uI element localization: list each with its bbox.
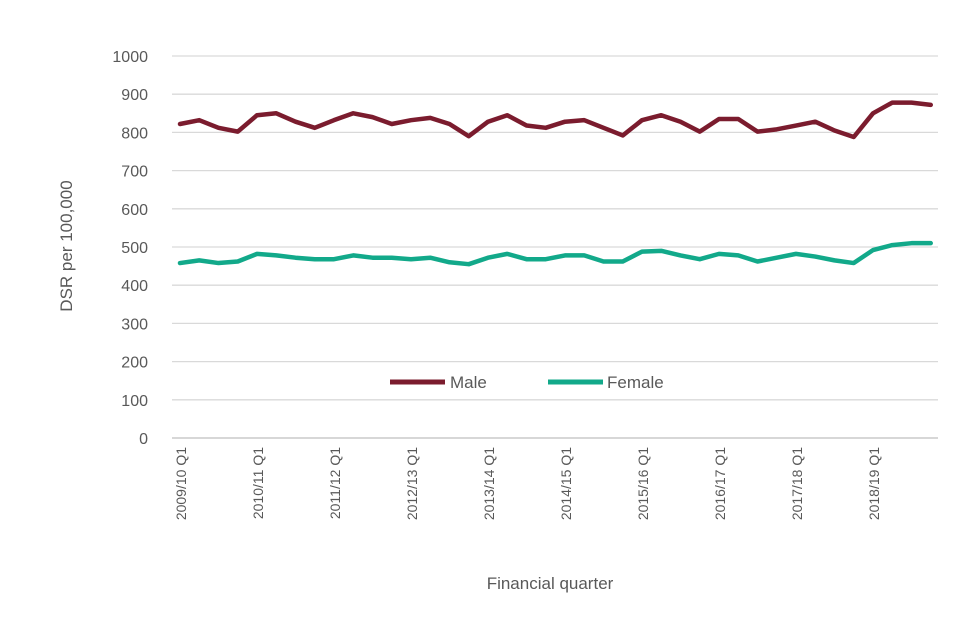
gridlines	[172, 55, 938, 439]
legend-label-female: Female	[607, 373, 664, 392]
x-tick-label: 2013/14 Q1	[481, 447, 497, 520]
x-axis-ticks: 2009/10 Q1 2010/11 Q1 2011/12 Q1 2012/13 Q1…	[173, 447, 882, 520]
series-line-female	[177, 240, 933, 267]
x-tick-label: 2012/13 Q1	[404, 447, 420, 520]
series-lines	[177, 100, 933, 267]
y-tick-label: 400	[121, 278, 148, 295]
y-tick-label: 800	[121, 125, 148, 142]
y-tick-label: 500	[121, 240, 148, 257]
y-axis-label: DSR per 100,000	[57, 180, 76, 311]
y-tick-label: 1000	[112, 49, 148, 66]
y-tick-label: 300	[121, 316, 148, 333]
y-tick-label: 200	[121, 355, 148, 372]
x-tick-label: 2015/16 Q1	[635, 447, 651, 520]
y-axis-ticks: 0 100 200 300 400 500 600 700 800 900 1000	[112, 49, 148, 448]
y-tick-label: 100	[121, 393, 148, 410]
legend-label-male: Male	[450, 373, 487, 392]
y-tick-label: 600	[121, 202, 148, 219]
y-tick-label: 0	[139, 431, 148, 448]
x-tick-label: 2014/15 Q1	[558, 447, 574, 520]
y-tick-label: 900	[121, 87, 148, 104]
x-tick-label: 2018/19 Q1	[866, 447, 882, 520]
series-line-male	[177, 100, 933, 140]
x-tick-label: 2011/12 Q1	[327, 447, 343, 519]
x-axis-label: Financial quarter	[487, 574, 614, 593]
legend: Male Female	[390, 373, 664, 392]
x-tick-label: 2016/17 Q1	[712, 447, 728, 520]
x-tick-label: 2009/10 Q1	[173, 447, 189, 520]
x-tick-label: 2010/11 Q1	[250, 447, 266, 519]
y-tick-label: 700	[121, 164, 148, 181]
x-tick-label: 2017/18 Q1	[789, 447, 805, 520]
